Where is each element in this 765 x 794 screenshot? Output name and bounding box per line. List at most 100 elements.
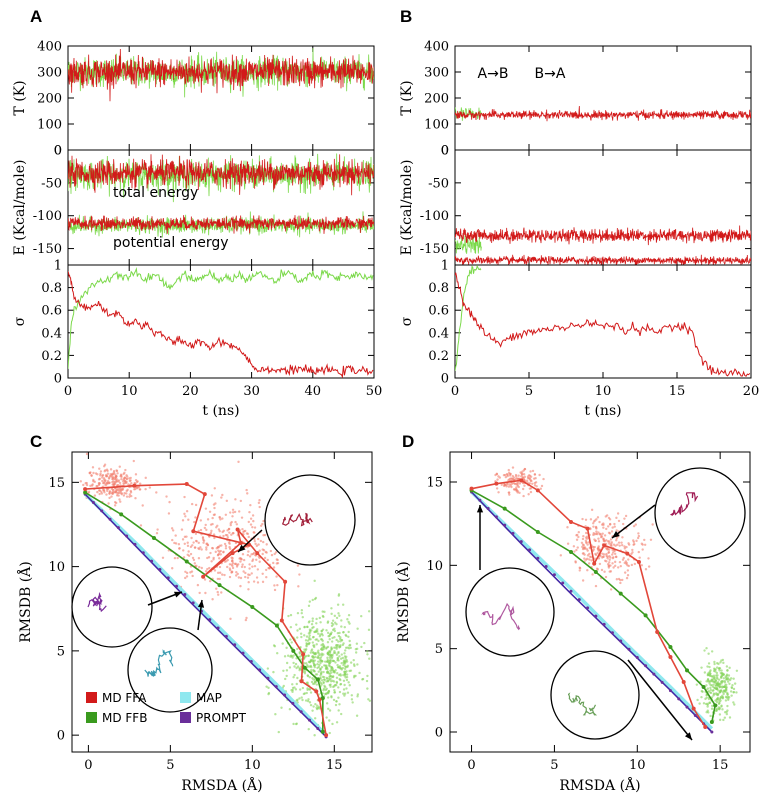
scatter-point [315,643,318,646]
scatter-point [327,689,331,693]
y-tick-label: 15 [48,476,65,491]
scatter-point [324,685,327,689]
scatter-point [251,565,254,568]
scatter-point [259,524,263,527]
scatter-point [326,621,329,624]
scatter-point [529,490,533,494]
scatter-point [303,672,307,675]
path-node [158,567,162,571]
path-node [125,534,129,538]
scatter-point [716,677,719,680]
scatter-point [712,689,715,692]
path-node [643,613,648,618]
scatter-point [308,636,311,639]
scatter-point [313,664,316,667]
scatter-point [313,652,317,655]
scatter-point [244,571,247,575]
scatter-point [244,575,247,579]
scatter-point [720,680,723,683]
series-total-red [455,225,751,246]
scatter-point [246,492,249,495]
y-tick-label: 100 [37,118,62,133]
scatter-point [575,548,578,552]
scatter-point [603,534,607,537]
scatter-point [125,477,128,480]
scatter-point [232,531,235,535]
scatter-point [325,629,328,632]
scatter-point [306,625,309,629]
scatter-point [199,546,202,549]
scatter-point [155,491,158,494]
scatter-point [610,530,614,533]
scatter-point [368,657,371,660]
path-node [291,701,295,705]
scatter-point [235,570,238,574]
x-axis-label: t (ns) [202,403,239,419]
y-axis-label-sigma: σ [12,316,28,326]
scatter-point [235,574,238,577]
scatter-point [231,508,235,511]
scatter-point [580,541,584,544]
scatter-point [189,552,193,556]
path-node [217,583,222,588]
scatter-point [597,557,601,560]
scatter-point [335,721,339,724]
scatter-point [195,564,198,568]
scatter-point [608,558,611,562]
scatter-point [276,583,279,587]
scatter-point [710,650,714,653]
scatter-point [617,541,621,544]
scatter-point [308,634,311,637]
scatter-point [299,632,303,635]
path-node [494,515,498,519]
scatter-point [198,547,201,551]
series-b-a [68,49,374,102]
series-potential-red [68,215,374,234]
scatter-point [713,660,716,664]
inset-arrow-head [174,591,182,598]
scatter-point [261,552,264,556]
scatter-point [120,478,123,481]
scatter-point [337,696,340,699]
scatter-point [274,551,278,554]
scatter-point [181,538,185,541]
path-node [635,656,639,660]
scatter-point [709,688,712,692]
x-tick-label: 10 [244,758,261,773]
scatter-point [128,479,132,483]
scatter-cloud-2 [265,579,372,741]
path-node [299,710,303,714]
scatter-point [309,691,313,694]
scatter-point [726,668,729,672]
scatter-point [352,663,356,666]
y-tick-label: 0.2 [428,349,449,364]
scatter-point [219,518,222,521]
scatter-point [248,510,251,514]
scatter-point [603,570,606,573]
legend-label-prompt: PROMPT [196,711,247,725]
scatter-point [598,520,601,524]
scatter-point [319,672,323,675]
scatter-point [609,544,613,547]
scatter-point [591,522,595,525]
scatter-point [118,498,121,501]
scatter-point [708,701,712,705]
scatter-point [616,543,619,546]
scatter-point [228,547,232,550]
scatter-point [366,653,369,656]
scatter-point [170,527,174,530]
scatter-point [87,490,91,494]
scatter-point [213,487,216,490]
scatter-point [185,575,189,578]
scatter-point [615,539,618,542]
scatter-point [245,616,248,620]
scatter-point [313,717,317,720]
scatter-point [525,479,529,482]
scatter-point [321,639,324,642]
scatter-point [609,538,613,541]
scatter-point [326,645,330,649]
inset-circle [71,566,153,648]
scatter-point [102,477,106,480]
scatter-point [333,627,336,631]
scatter-point [239,557,243,561]
